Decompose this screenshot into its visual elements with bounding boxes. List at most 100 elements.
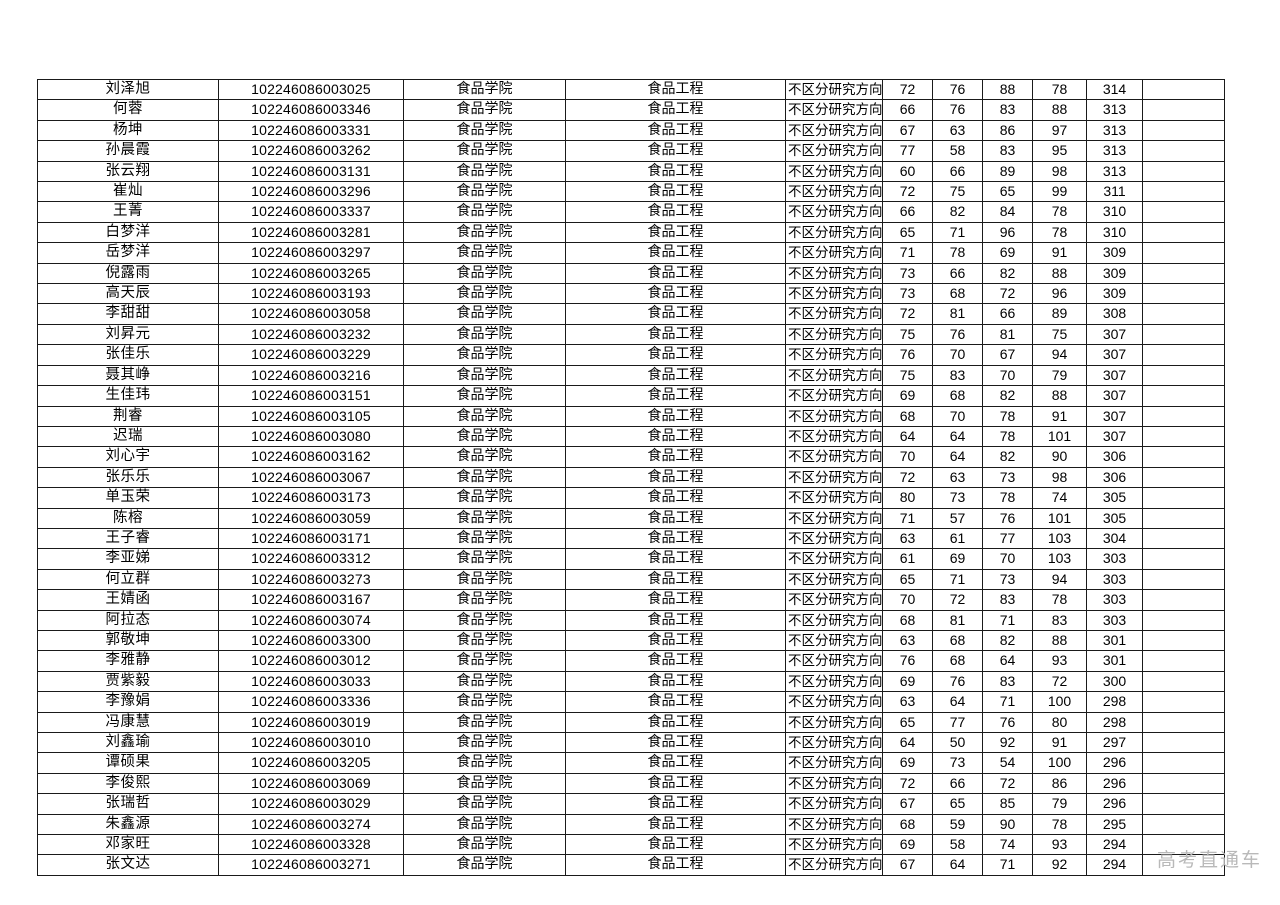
cell-s2[interactable]: 66	[932, 772, 983, 795]
cell-s2[interactable]: 65	[932, 793, 983, 815]
cell-s1[interactable]: 67	[882, 119, 933, 142]
cell-s1[interactable]: 66	[882, 99, 933, 121]
cell-s3[interactable]: 71	[982, 691, 1033, 713]
cell-id[interactable]: 102246086003080	[218, 425, 404, 448]
cell-major[interactable]: 食品工程	[565, 752, 786, 774]
cell-college[interactable]: 食品学院	[403, 201, 566, 223]
cell-name[interactable]: 王子睿	[37, 527, 219, 550]
cell-s1[interactable]: 76	[882, 344, 933, 366]
cell-id[interactable]: 102246086003069	[218, 772, 404, 795]
cell-blank[interactable]	[1142, 160, 1225, 183]
cell-major[interactable]: 食品工程	[565, 670, 786, 693]
cell-total[interactable]: 303	[1086, 609, 1143, 631]
cell-major[interactable]: 食品工程	[565, 691, 786, 713]
cell-s4[interactable]: 100	[1032, 691, 1087, 713]
cell-total[interactable]: 307	[1086, 344, 1143, 366]
cell-major[interactable]: 食品工程	[565, 507, 786, 529]
cell-name[interactable]: 朱鑫源	[37, 813, 219, 836]
cell-id[interactable]: 102246086003271	[218, 854, 404, 876]
cell-name[interactable]: 张乐乐	[37, 466, 219, 489]
cell-s2[interactable]: 81	[932, 609, 983, 631]
cell-id[interactable]: 102246086003274	[218, 813, 404, 836]
cell-blank[interactable]	[1142, 221, 1225, 244]
cell-s1[interactable]: 63	[882, 527, 933, 550]
table-row[interactable]: 迟瑞 102246086003080 食品学院 食品工程 不区分研究方向 64 64 78 10…	[37, 425, 1225, 448]
cell-s3[interactable]: 76	[982, 507, 1033, 529]
cell-name[interactable]: 王婧函	[37, 589, 219, 611]
cell-blank[interactable]	[1142, 629, 1225, 652]
cell-s3[interactable]: 66	[982, 303, 1033, 325]
cell-id[interactable]: 102246086003205	[218, 752, 404, 774]
cell-major[interactable]: 食品工程	[565, 119, 786, 142]
cell-total[interactable]: 309	[1086, 283, 1143, 305]
cell-major[interactable]: 食品工程	[565, 364, 786, 387]
cell-blank[interactable]	[1142, 262, 1225, 285]
cell-s4[interactable]: 79	[1032, 364, 1087, 387]
cell-s4[interactable]: 79	[1032, 793, 1087, 815]
cell-college[interactable]: 食品学院	[403, 323, 566, 346]
cell-s2[interactable]: 82	[932, 201, 983, 223]
cell-name[interactable]: 张文达	[37, 854, 219, 876]
cell-blank[interactable]	[1142, 119, 1225, 142]
cell-major[interactable]: 食品工程	[565, 201, 786, 223]
table-row[interactable]: 冯康慧 102246086003019 食品学院 食品工程 不区分研究方向 65 77 76 8…	[37, 711, 1225, 734]
cell-name[interactable]: 高天辰	[37, 283, 219, 305]
cell-s3[interactable]: 77	[982, 527, 1033, 550]
cell-total[interactable]: 303	[1086, 568, 1143, 591]
cell-s4[interactable]: 75	[1032, 323, 1087, 346]
cell-id[interactable]: 102246086003337	[218, 201, 404, 223]
cell-s2[interactable]: 68	[932, 650, 983, 672]
cell-total[interactable]: 294	[1086, 834, 1143, 856]
cell-college[interactable]: 食品学院	[403, 487, 566, 509]
cell-blank[interactable]	[1142, 752, 1225, 774]
cell-s2[interactable]: 64	[932, 854, 983, 876]
cell-total[interactable]: 294	[1086, 854, 1143, 876]
cell-s4[interactable]: 88	[1032, 262, 1087, 285]
cell-s4[interactable]: 88	[1032, 385, 1087, 407]
cell-direction[interactable]: 不区分研究方向	[785, 731, 883, 754]
cell-major[interactable]: 食品工程	[565, 650, 786, 672]
cell-direction[interactable]: 不区分研究方向	[785, 140, 883, 162]
cell-s3[interactable]: 85	[982, 793, 1033, 815]
cell-s2[interactable]: 63	[932, 466, 983, 489]
cell-s1[interactable]: 72	[882, 772, 933, 795]
cell-id[interactable]: 102246086003010	[218, 731, 404, 754]
cell-s2[interactable]: 73	[932, 487, 983, 509]
cell-total[interactable]: 298	[1086, 691, 1143, 713]
cell-direction[interactable]: 不区分研究方向	[785, 834, 883, 856]
cell-name[interactable]: 郭敬坤	[37, 629, 219, 652]
cell-direction[interactable]: 不区分研究方向	[785, 527, 883, 550]
cell-s4[interactable]: 101	[1032, 507, 1087, 529]
cell-name[interactable]: 崔灿	[37, 181, 219, 203]
cell-college[interactable]: 食品学院	[403, 609, 566, 631]
cell-direction[interactable]: 不区分研究方向	[785, 793, 883, 815]
cell-major[interactable]: 食品工程	[565, 323, 786, 346]
cell-name[interactable]: 聂其峥	[37, 364, 219, 387]
cell-college[interactable]: 食品学院	[403, 242, 566, 264]
cell-name[interactable]: 李亚娣	[37, 548, 219, 570]
cell-id[interactable]: 102246086003232	[218, 323, 404, 346]
cell-s1[interactable]: 73	[882, 262, 933, 285]
table-row[interactable]: 李雅静 102246086003012 食品学院 食品工程 不区分研究方向 76 68 64 9…	[37, 650, 1225, 672]
cell-s4[interactable]: 98	[1032, 160, 1087, 183]
cell-blank[interactable]	[1142, 609, 1225, 631]
cell-s2[interactable]: 59	[932, 813, 983, 836]
cell-s2[interactable]: 68	[932, 629, 983, 652]
cell-s1[interactable]: 69	[882, 834, 933, 856]
cell-direction[interactable]: 不区分研究方向	[785, 813, 883, 836]
cell-total[interactable]: 303	[1086, 548, 1143, 570]
cell-s4[interactable]: 92	[1032, 854, 1087, 876]
cell-s4[interactable]: 88	[1032, 99, 1087, 121]
cell-college[interactable]: 食品学院	[403, 385, 566, 407]
cell-s4[interactable]: 78	[1032, 589, 1087, 611]
cell-id[interactable]: 102246086003336	[218, 691, 404, 713]
cell-major[interactable]: 食品工程	[565, 160, 786, 183]
cell-direction[interactable]: 不区分研究方向	[785, 589, 883, 611]
cell-id[interactable]: 102246086003331	[218, 119, 404, 142]
cell-s4[interactable]: 94	[1032, 344, 1087, 366]
cell-id[interactable]: 102246086003162	[218, 446, 404, 468]
cell-s1[interactable]: 67	[882, 854, 933, 876]
cell-s2[interactable]: 76	[932, 670, 983, 693]
cell-college[interactable]: 食品学院	[403, 834, 566, 856]
cell-blank[interactable]	[1142, 813, 1225, 836]
